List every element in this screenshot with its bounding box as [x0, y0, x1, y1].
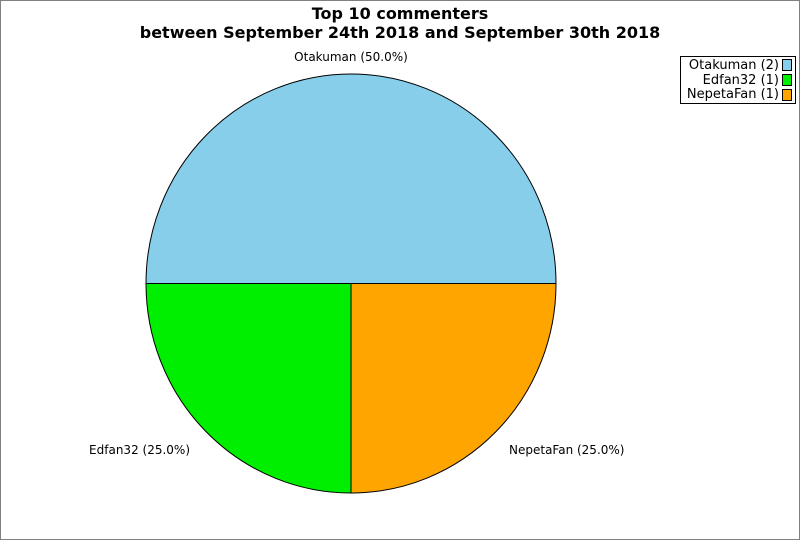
legend-item-otakuman: Otakuman (2)	[683, 58, 792, 73]
legend-item-nepetafan: NepetaFan (1)	[683, 87, 792, 102]
slice-label-edfan32: Edfan32 (25.0%)	[89, 443, 190, 457]
slice-label-nepetafan: NepetaFan (25.0%)	[509, 443, 625, 457]
legend-swatch-nepetafan	[782, 88, 792, 101]
legend-item-label: NepetaFan (1)	[686, 87, 779, 103]
legend: Otakuman (2) Edfan32 (1) NepetaFan (1)	[680, 56, 796, 104]
pie-slice-nepetafan	[350, 283, 557, 494]
legend-item-label: Edfan32 (1)	[702, 72, 779, 88]
slice-label-otakuman: Otakuman (50.0%)	[294, 50, 408, 64]
chart-title: Top 10 commenters between September 24th…	[1, 4, 799, 42]
legend-item-edfan32: Edfan32 (1)	[683, 73, 792, 88]
pie-slice-otakuman	[145, 73, 557, 284]
legend-swatch-edfan32	[782, 74, 792, 86]
legend-swatch-otakuman	[782, 59, 792, 72]
pie-slice-edfan32	[145, 283, 352, 494]
legend-item-label: Otakuman (2)	[688, 57, 779, 73]
chart-title-line-1: Top 10 commenters	[311, 4, 489, 23]
chart-title-line-2: between September 24th 2018 and Septembe…	[139, 23, 661, 42]
